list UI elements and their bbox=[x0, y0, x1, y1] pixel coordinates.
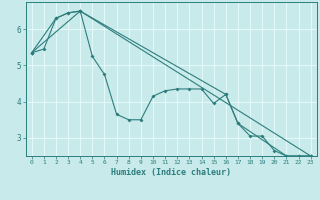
X-axis label: Humidex (Indice chaleur): Humidex (Indice chaleur) bbox=[111, 168, 231, 177]
